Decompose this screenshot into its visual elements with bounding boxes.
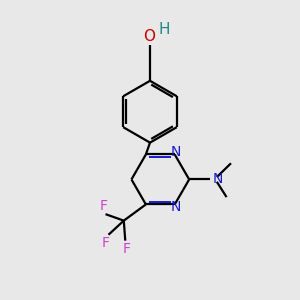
Text: H: H — [159, 22, 170, 37]
Text: F: F — [101, 236, 110, 250]
Text: N: N — [170, 200, 181, 214]
Text: N: N — [170, 145, 181, 159]
Text: F: F — [123, 242, 131, 256]
Text: O: O — [143, 29, 155, 44]
Text: F: F — [99, 199, 107, 213]
Text: N: N — [213, 172, 223, 186]
